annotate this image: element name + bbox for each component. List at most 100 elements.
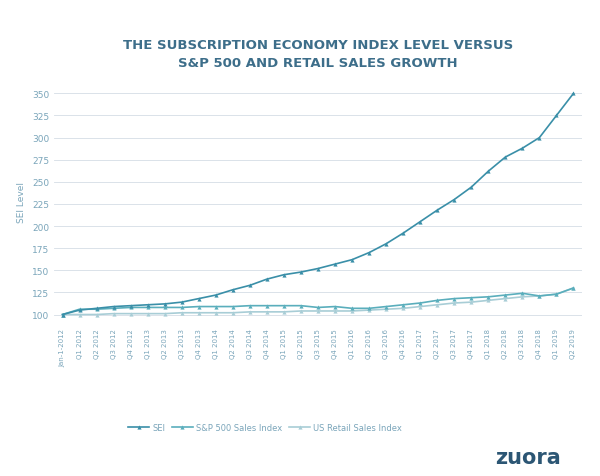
- SEI: [144, 302, 151, 308]
- SEI: [127, 303, 134, 309]
- US Retail Sales Index: [298, 308, 305, 314]
- S&P 500 Sales Index: [519, 291, 526, 297]
- S&P 500 Sales Index: [416, 300, 424, 306]
- US Retail Sales Index: [416, 304, 424, 310]
- SEI: [195, 296, 202, 302]
- SEI: [570, 91, 577, 97]
- SEI: [161, 301, 169, 307]
- US Retail Sales Index: [349, 308, 356, 314]
- S&P 500 Sales Index: [263, 303, 271, 309]
- SEI: [263, 277, 271, 282]
- US Retail Sales Index: [314, 308, 322, 314]
- S&P 500 Sales Index: [502, 293, 509, 298]
- SEI: [467, 185, 475, 190]
- SEI: [246, 283, 253, 288]
- SEI: [178, 299, 185, 305]
- US Retail Sales Index: [536, 294, 543, 299]
- US Retail Sales Index: [502, 296, 509, 302]
- SEI: [76, 307, 83, 313]
- Title: THE SUBSCRIPTION ECONOMY INDEX LEVEL VERSUS
S&P 500 AND RETAIL SALES GROWTH: THE SUBSCRIPTION ECONOMY INDEX LEVEL VER…: [123, 39, 513, 70]
- US Retail Sales Index: [263, 309, 271, 315]
- SEI: [110, 304, 117, 310]
- US Retail Sales Index: [93, 312, 100, 317]
- SEI: [331, 262, 338, 268]
- US Retail Sales Index: [331, 308, 338, 314]
- SEI: [349, 257, 356, 263]
- S&P 500 Sales Index: [212, 304, 220, 310]
- SEI: [400, 231, 407, 237]
- SEI: [365, 250, 373, 256]
- SEI: [298, 269, 305, 275]
- S&P 500 Sales Index: [246, 303, 253, 309]
- SEI: [536, 136, 543, 141]
- US Retail Sales Index: [383, 307, 390, 312]
- SEI: [434, 208, 441, 214]
- SEI: [451, 197, 458, 203]
- SEI: [229, 288, 236, 293]
- S&P 500 Sales Index: [467, 295, 475, 301]
- S&P 500 Sales Index: [570, 286, 577, 291]
- US Retail Sales Index: [59, 312, 66, 317]
- US Retail Sales Index: [485, 298, 492, 304]
- US Retail Sales Index: [110, 311, 117, 317]
- Y-axis label: SEI Level: SEI Level: [17, 182, 26, 223]
- S&P 500 Sales Index: [178, 305, 185, 311]
- S&P 500 Sales Index: [280, 303, 287, 309]
- S&P 500 Sales Index: [314, 305, 322, 311]
- Line: US Retail Sales Index: US Retail Sales Index: [61, 286, 575, 317]
- SEI: [59, 312, 66, 317]
- S&P 500 Sales Index: [110, 306, 117, 311]
- S&P 500 Sales Index: [298, 303, 305, 309]
- US Retail Sales Index: [451, 300, 458, 306]
- S&P 500 Sales Index: [161, 305, 169, 311]
- S&P 500 Sales Index: [451, 296, 458, 302]
- S&P 500 Sales Index: [127, 305, 134, 311]
- SEI: [502, 155, 509, 160]
- US Retail Sales Index: [553, 292, 560, 298]
- S&P 500 Sales Index: [93, 307, 100, 312]
- US Retail Sales Index: [519, 294, 526, 300]
- SEI: [416, 219, 424, 225]
- Line: SEI: SEI: [61, 92, 575, 317]
- SEI: [383, 241, 390, 247]
- US Retail Sales Index: [434, 302, 441, 308]
- S&P 500 Sales Index: [434, 298, 441, 304]
- S&P 500 Sales Index: [195, 304, 202, 310]
- SEI: [280, 272, 287, 278]
- S&P 500 Sales Index: [536, 294, 543, 299]
- US Retail Sales Index: [400, 306, 407, 311]
- US Retail Sales Index: [246, 309, 253, 315]
- S&P 500 Sales Index: [144, 305, 151, 311]
- S&P 500 Sales Index: [553, 292, 560, 298]
- US Retail Sales Index: [570, 286, 577, 291]
- US Retail Sales Index: [365, 307, 373, 313]
- US Retail Sales Index: [76, 312, 83, 317]
- S&P 500 Sales Index: [229, 304, 236, 310]
- US Retail Sales Index: [178, 310, 185, 316]
- US Retail Sales Index: [195, 310, 202, 316]
- SEI: [519, 146, 526, 152]
- Line: S&P 500 Sales Index: S&P 500 Sales Index: [61, 286, 575, 317]
- US Retail Sales Index: [467, 299, 475, 305]
- S&P 500 Sales Index: [383, 304, 390, 310]
- US Retail Sales Index: [144, 311, 151, 317]
- SEI: [314, 266, 322, 272]
- S&P 500 Sales Index: [59, 312, 66, 317]
- Text: zuora: zuora: [495, 447, 561, 467]
- SEI: [553, 113, 560, 119]
- S&P 500 Sales Index: [349, 306, 356, 311]
- US Retail Sales Index: [212, 310, 220, 316]
- US Retail Sales Index: [229, 310, 236, 316]
- US Retail Sales Index: [280, 309, 287, 315]
- SEI: [485, 169, 492, 175]
- S&P 500 Sales Index: [485, 294, 492, 300]
- Legend: SEI, S&P 500 Sales Index, US Retail Sales Index: SEI, S&P 500 Sales Index, US Retail Sale…: [125, 420, 406, 436]
- US Retail Sales Index: [161, 311, 169, 317]
- SEI: [212, 293, 220, 298]
- SEI: [93, 306, 100, 311]
- S&P 500 Sales Index: [400, 302, 407, 308]
- S&P 500 Sales Index: [76, 307, 83, 312]
- S&P 500 Sales Index: [331, 304, 338, 310]
- S&P 500 Sales Index: [365, 306, 373, 311]
- US Retail Sales Index: [127, 311, 134, 317]
